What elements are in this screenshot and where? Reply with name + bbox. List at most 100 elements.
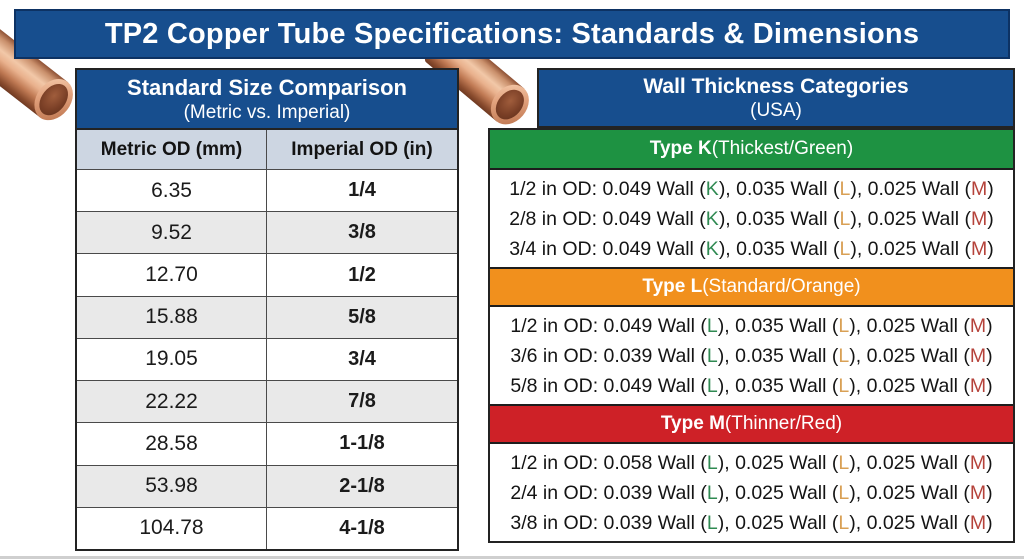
table-row: 6.35 1/4 xyxy=(77,170,457,213)
wall-spec-line: 1/2 in OD: 0.058 Wall (L), 0.025 Wall (L… xyxy=(510,448,992,478)
spec-text: ), 0.035 Wall ( xyxy=(718,237,840,260)
grade-letter: L xyxy=(838,511,850,534)
table-row: 19.05 3/4 xyxy=(77,338,457,382)
wall-panel-title: Wall Thickness Categories xyxy=(643,75,909,98)
spec-text: 3/8 in OD: 0.039 Wall ( xyxy=(510,511,707,534)
grade-letter: M xyxy=(969,451,987,474)
type-l-specs: 1/2 in OD: 0.049 Wall (L), 0.035 Wall (L… xyxy=(490,307,1013,404)
imperial-value: 1-1/8 xyxy=(339,432,385,455)
imperial-value: 1/2 xyxy=(348,263,376,286)
spec-text: ), 0.035 Wall ( xyxy=(718,207,840,230)
table-row: 9.52 3/8 xyxy=(77,212,457,255)
spec-text: 1/2 in OD: 0.058 Wall ( xyxy=(510,451,707,474)
metric-value: 6.35 xyxy=(77,170,267,212)
type-k-label: Type K xyxy=(649,138,712,159)
spec-text: ) xyxy=(986,374,993,397)
table-row: 104.78 4-1/8 xyxy=(77,507,457,549)
spec-text: ), 0.025 Wall ( xyxy=(849,511,970,534)
wall-spec-line: 5/8 in OD: 0.049 Wall (L), 0.035 Wall (L… xyxy=(510,371,992,401)
spec-text: 1/2 in OD: 0.049 Wall ( xyxy=(510,314,707,337)
spec-text: ), 0.035 Wall ( xyxy=(717,344,839,367)
wall-spec-line: 1/2 in OD: 0.049 Wall (K), 0.035 Wall (L… xyxy=(509,174,993,204)
grade-letter: K xyxy=(705,177,719,200)
type-m-specs: 1/2 in OD: 0.058 Wall (L), 0.025 Wall (L… xyxy=(490,444,1013,541)
type-m-descriptor: (Thinner/Red) xyxy=(724,413,843,434)
spec-text: ), 0.025 Wall ( xyxy=(849,344,970,367)
type-m-label: Type M xyxy=(660,413,725,434)
spec-text: 5/8 in OD: 0.049 Wall ( xyxy=(510,374,707,397)
wall-thickness-panel: Type K (Thickest/Green) 1/2 in OD: 0.049… xyxy=(488,128,1015,543)
imperial-value: 3/4 xyxy=(348,347,376,370)
wall-thickness-header: Wall Thickness Categories (USA) xyxy=(537,68,1015,128)
spec-text: ), 0.035 Wall ( xyxy=(717,314,839,337)
grade-letter: L xyxy=(706,451,718,474)
type-k-specs: 1/2 in OD: 0.049 Wall (K), 0.035 Wall (L… xyxy=(490,170,1013,267)
size-table-title: Standard Size Comparison xyxy=(127,74,407,100)
table-row: 53.98 2-1/8 xyxy=(77,465,457,508)
spec-text: ), 0.035 Wall ( xyxy=(717,374,839,397)
grade-letter: M xyxy=(970,237,988,260)
grade-letter: M xyxy=(969,481,987,504)
metric-value: 19.05 xyxy=(77,338,267,381)
metric-value: 22.22 xyxy=(77,381,267,423)
imperial-value: 5/8 xyxy=(348,305,376,328)
imperial-value: 7/8 xyxy=(348,390,376,413)
metric-value: 28.58 xyxy=(77,423,267,465)
spec-text: ), 0.025 Wall ( xyxy=(850,207,971,230)
spec-text: ), 0.025 Wall ( xyxy=(717,511,839,534)
spec-text: ), 0.025 Wall ( xyxy=(849,481,970,504)
spec-text: 1/2 in OD: 0.049 Wall ( xyxy=(509,177,706,200)
table-row: 22.22 7/8 xyxy=(77,381,457,424)
grade-letter: M xyxy=(969,344,987,367)
metric-value: 53.98 xyxy=(77,465,267,507)
grade-letter: M xyxy=(969,374,987,397)
type-m-bar: Type M (Thinner/Red) xyxy=(490,404,1013,444)
imperial-value: 4-1/8 xyxy=(339,516,385,539)
grade-letter: L xyxy=(706,344,718,367)
imperial-value: 3/8 xyxy=(348,221,376,244)
wall-spec-line: 3/4 in OD: 0.049 Wall (K), 0.035 Wall (L… xyxy=(509,234,993,264)
grade-letter: L xyxy=(706,314,718,337)
spec-text: ) xyxy=(986,314,993,337)
wall-spec-line: 3/8 in OD: 0.039 Wall (L), 0.025 Wall (L… xyxy=(510,508,992,538)
spec-text: ), 0.025 Wall ( xyxy=(717,451,839,474)
metric-value: 12.70 xyxy=(77,254,267,296)
type-l-label: Type L xyxy=(642,276,703,297)
grade-letter: L xyxy=(838,451,850,474)
spec-text: 3/6 in OD: 0.039 Wall ( xyxy=(510,344,707,367)
grade-letter: L xyxy=(838,344,850,367)
table-row: 12.70 1/2 xyxy=(77,254,457,297)
wall-spec-line: 1/2 in OD: 0.049 Wall (L), 0.035 Wall (L… xyxy=(510,311,992,341)
size-comparison-table: Standard Size Comparison (Metric vs. Imp… xyxy=(75,68,459,551)
size-table-subtitle: (Metric vs. Imperial) xyxy=(183,101,351,123)
spec-text: ), 0.025 Wall ( xyxy=(849,314,970,337)
imperial-value: 2-1/8 xyxy=(339,474,385,497)
grade-letter: M xyxy=(970,207,988,230)
grade-letter: L xyxy=(838,481,850,504)
wall-spec-line: 2/8 in OD: 0.049 Wall (K), 0.035 Wall (L… xyxy=(509,204,993,234)
wall-panel-subtitle: (USA) xyxy=(750,100,802,121)
grade-letter: L xyxy=(839,237,851,260)
imperial-value: 1/4 xyxy=(348,179,376,202)
table-row: 15.88 5/8 xyxy=(77,296,457,339)
type-k-bar: Type K (Thickest/Green) xyxy=(490,130,1013,170)
wall-spec-line: 2/4 in OD: 0.039 Wall (L), 0.025 Wall (L… xyxy=(510,478,992,508)
grade-letter: K xyxy=(705,237,719,260)
size-table-column-headers: Metric OD (mm) Imperial OD (in) xyxy=(77,130,457,170)
spec-text: ), 0.025 Wall ( xyxy=(849,374,970,397)
spec-text: 2/8 in OD: 0.049 Wall ( xyxy=(509,207,706,230)
grade-letter: L xyxy=(839,207,851,230)
spec-text: ) xyxy=(986,511,993,534)
spec-text: ) xyxy=(987,207,994,230)
type-l-bar: Type L (Standard/Orange) xyxy=(490,267,1013,307)
metric-value: 104.78 xyxy=(77,507,267,549)
spec-text: 2/4 in OD: 0.039 Wall ( xyxy=(510,481,707,504)
column-header-metric: Metric OD (mm) xyxy=(77,130,267,169)
grade-letter: L xyxy=(706,511,718,534)
metric-value: 15.88 xyxy=(77,296,267,338)
spec-text: 3/4 in OD: 0.049 Wall ( xyxy=(509,237,706,260)
grade-letter: L xyxy=(839,177,851,200)
wall-spec-line: 3/6 in OD: 0.039 Wall (L), 0.035 Wall (L… xyxy=(510,341,992,371)
spec-text: ), 0.025 Wall ( xyxy=(850,177,971,200)
